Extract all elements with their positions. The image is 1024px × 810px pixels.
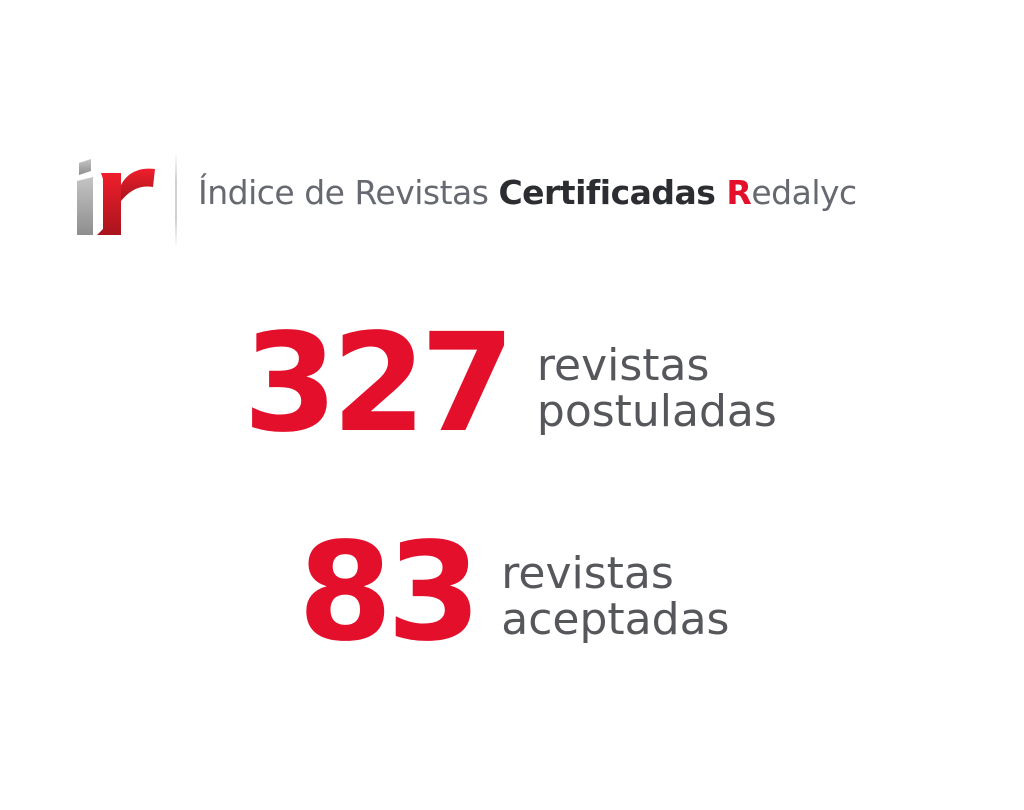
brand-title-end: edalyc xyxy=(751,173,857,212)
stat-label-line1: revistas xyxy=(536,339,710,391)
brand-title-part1: Índice de Revistas xyxy=(198,173,499,212)
stat-label-aceptadas: revistas aceptadas xyxy=(501,547,730,645)
stat-label-line1: revistas xyxy=(501,547,674,599)
brand-title: Índice de Revistas Certificadas Redalyc xyxy=(198,173,857,212)
brand-title-bold: Certificadas xyxy=(498,173,727,212)
stat-label-line2: aceptadas xyxy=(501,594,730,645)
brand-header: ir Índice de Revistas Certificadas Redal… xyxy=(75,150,975,250)
ir-logo-icon: ir xyxy=(75,155,165,240)
brand-divider xyxy=(175,152,177,248)
stat-number-aceptadas: 83 xyxy=(298,514,481,672)
brand-title-red-letter: R xyxy=(726,173,752,212)
stat-aceptadas: 83 revistas aceptadas xyxy=(298,525,729,661)
stat-label-line2: postuladas xyxy=(536,386,777,437)
stat-postuladas: 327 revistas postuladas xyxy=(243,316,777,452)
stat-number-postuladas: 327 xyxy=(243,305,515,463)
stat-label-postuladas: revistas postuladas xyxy=(536,339,777,437)
